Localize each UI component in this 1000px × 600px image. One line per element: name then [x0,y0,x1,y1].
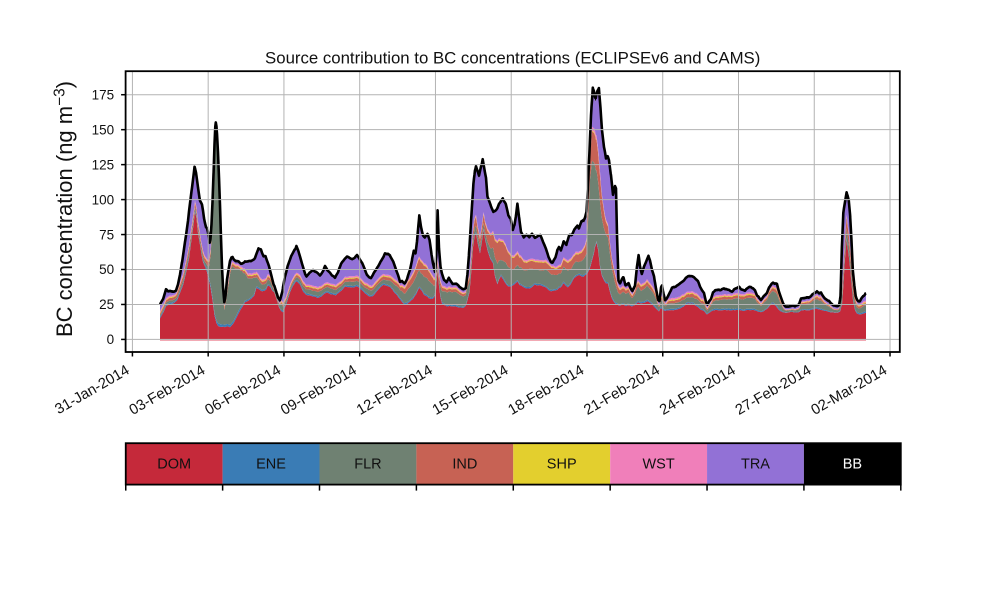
svg-text:50: 50 [99,262,114,277]
svg-text:0: 0 [107,332,115,347]
svg-text:125: 125 [92,157,115,172]
svg-text:WST: WST [642,457,674,473]
svg-text:100: 100 [92,192,115,207]
svg-text:75: 75 [99,227,114,242]
svg-text:150: 150 [92,122,115,137]
svg-text:TRA: TRA [741,457,770,473]
svg-text:BC concentration (ng m−3): BC concentration (ng m−3) [52,81,78,337]
svg-text:DOM: DOM [157,457,191,473]
svg-text:ENE: ENE [256,457,286,473]
svg-text:25: 25 [99,297,114,312]
svg-text:Source contribution to BC conc: Source contribution to BC concentrations… [265,49,760,68]
svg-text:BB: BB [843,457,862,473]
svg-text:175: 175 [92,87,115,102]
svg-text:IND: IND [452,457,477,473]
svg-text:FLR: FLR [354,457,381,473]
svg-text:SHP: SHP [547,457,577,473]
